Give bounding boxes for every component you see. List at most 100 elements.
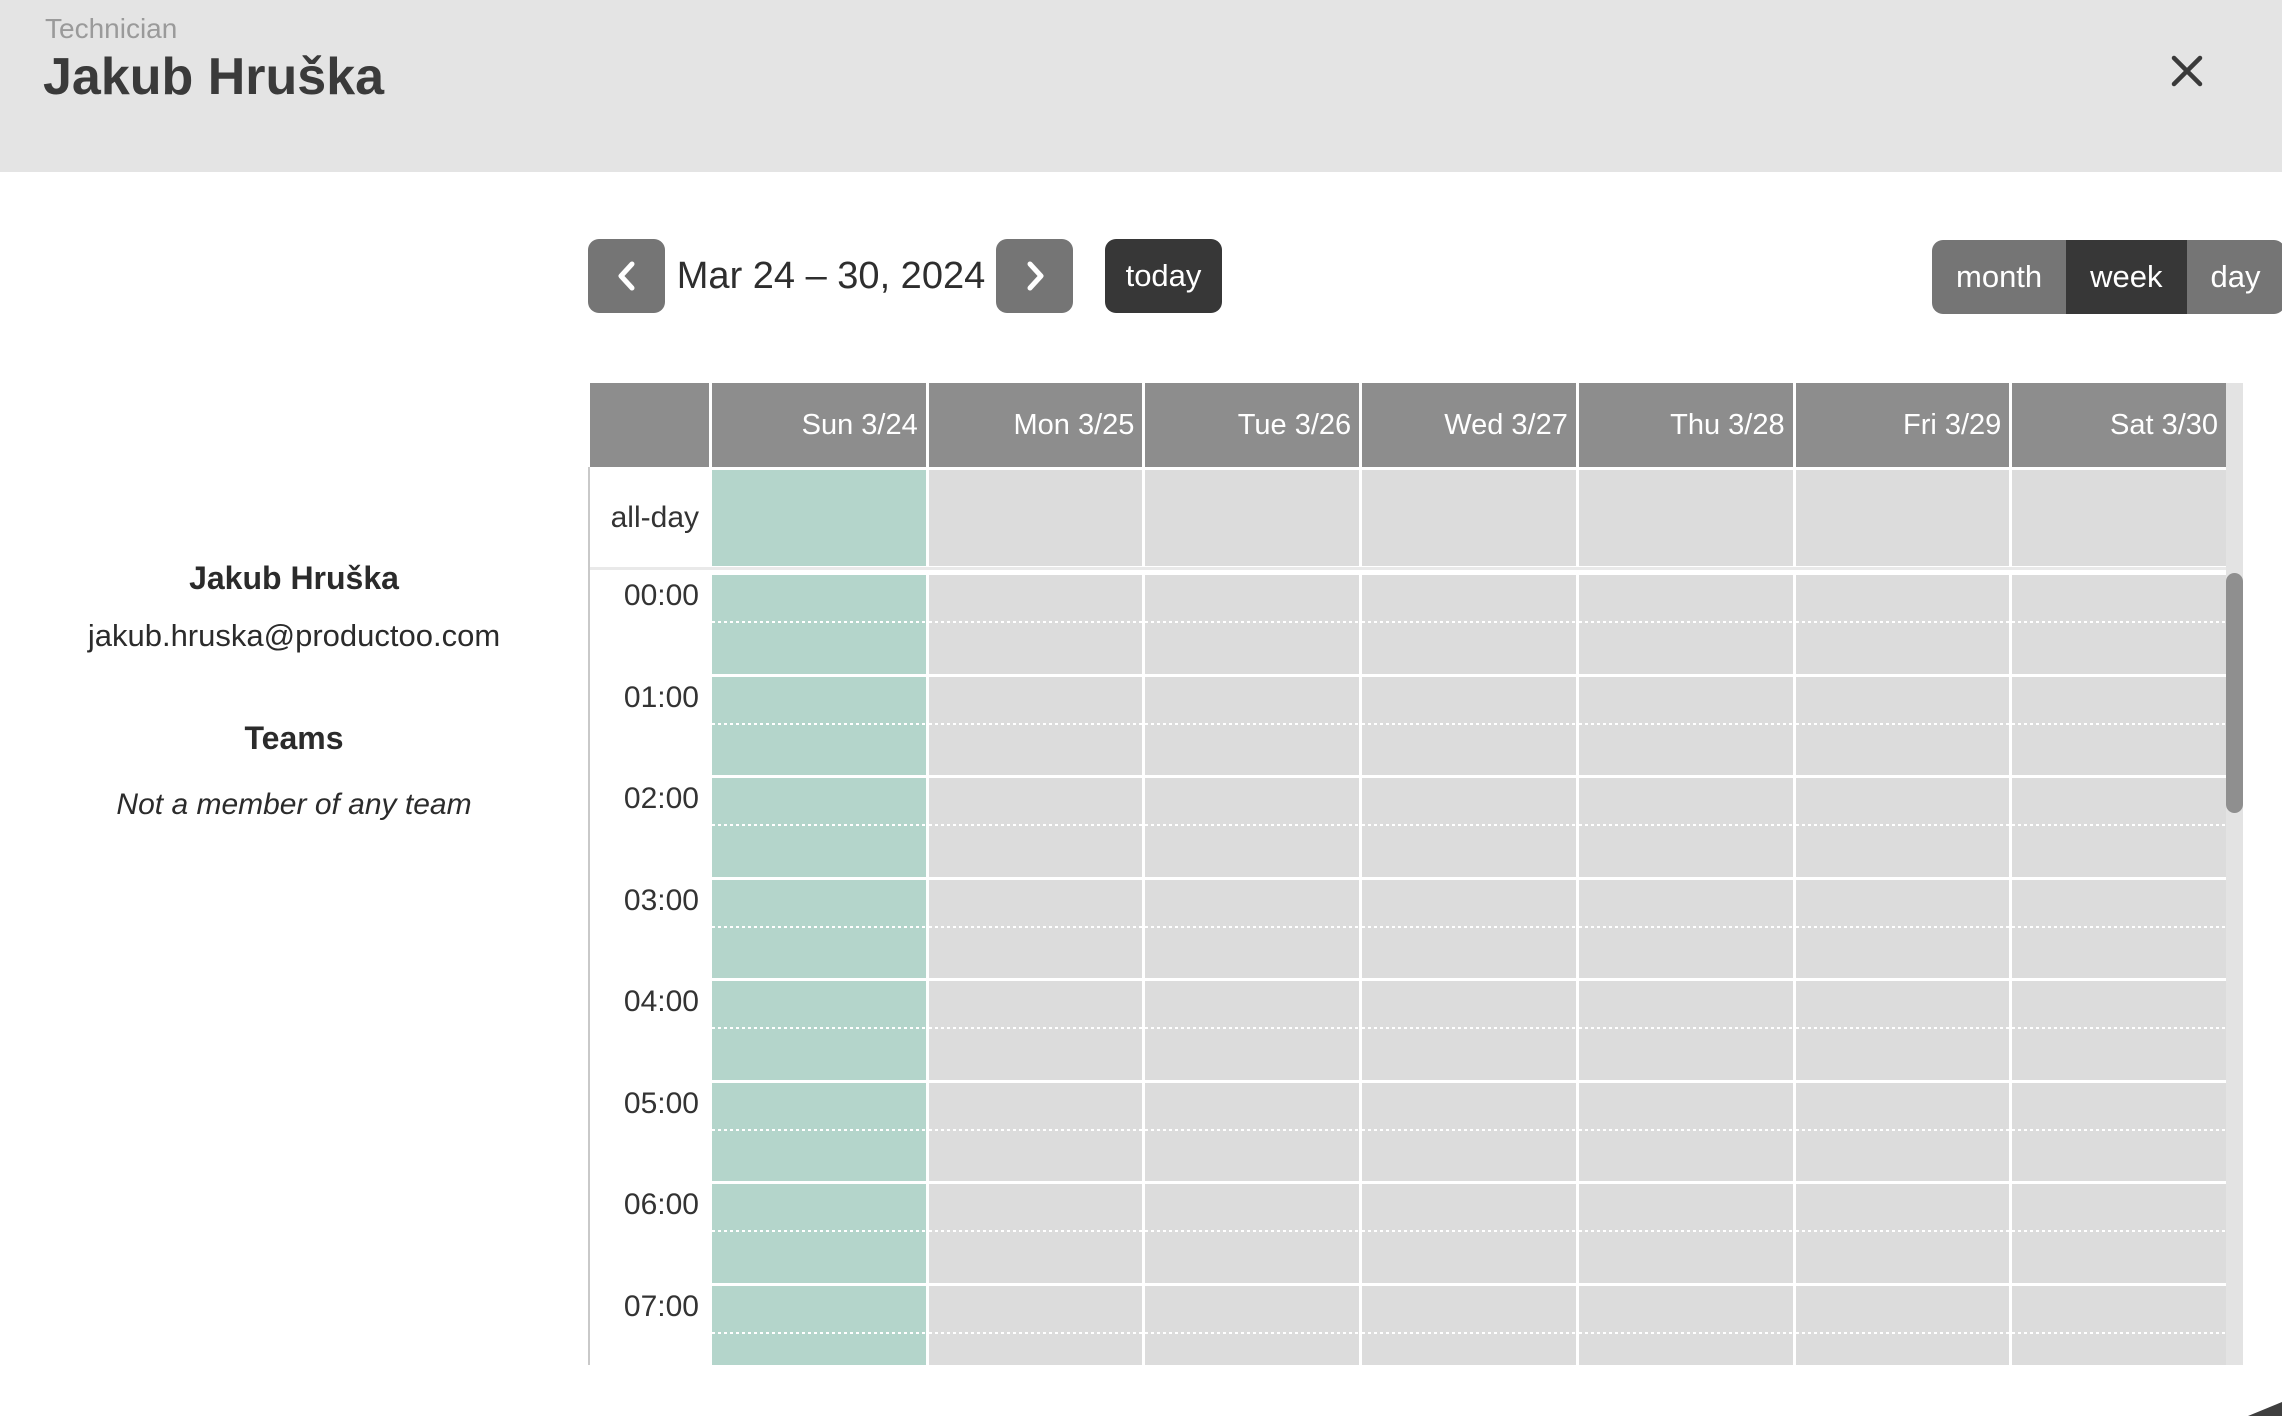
time-slot-cell — [2012, 1082, 2226, 1181]
time-slot-cell — [1578, 1184, 1793, 1283]
time-slot-cell — [2012, 676, 2226, 775]
day-header: Wed 3/27 — [1362, 383, 1576, 467]
time-slot-cell — [1362, 1285, 1576, 1365]
view-month-button[interactable]: month — [1932, 240, 2067, 314]
view-switcher: month week day — [1932, 240, 2282, 314]
time-slot-cell — [928, 1285, 1143, 1365]
time-label: 03:00 — [590, 879, 709, 978]
time-slot-cell — [1795, 1082, 2010, 1181]
all-day-row: all-day — [590, 470, 2227, 566]
time-slot-cell — [712, 1184, 926, 1283]
all-day-cell — [1795, 470, 2010, 566]
time-slot-cell — [1578, 676, 1793, 775]
time-slot-cell — [928, 879, 1143, 978]
chevron-left-icon — [612, 257, 642, 295]
all-day-cell — [2012, 470, 2227, 566]
time-slot-cell — [928, 981, 1143, 1080]
day-header: Sat 3/30 — [2012, 383, 2227, 467]
time-slot-cell — [1362, 1082, 1576, 1181]
time-slot-cell — [1145, 1082, 1360, 1181]
time-slot-cell — [2012, 981, 2226, 1080]
technician-name: Jakub Hruška — [189, 560, 399, 596]
technician-email: jakub.hruska@productoo.com — [87, 618, 501, 653]
day-header: Tue 3/26 — [1145, 383, 1360, 467]
time-slot-cell — [928, 575, 1143, 674]
all-day-cell — [1362, 470, 1576, 566]
time-slot-cell — [712, 778, 926, 877]
time-slot-cell — [2012, 575, 2226, 674]
today-button[interactable]: today — [1105, 239, 1222, 313]
time-slot-cell — [1362, 879, 1576, 978]
time-slot-cell — [928, 676, 1143, 775]
all-day-cell — [712, 470, 926, 566]
next-week-button[interactable] — [996, 239, 1073, 313]
view-week-button[interactable]: week — [2066, 240, 2187, 314]
time-slot-cell — [1578, 879, 1793, 978]
time-slot-cell — [1795, 1285, 2010, 1365]
hour-row: 03:00 — [590, 879, 2226, 978]
time-slot-cell — [1795, 879, 2010, 978]
time-slot-cell — [1795, 1184, 2010, 1283]
time-slot-cell — [1578, 1285, 1793, 1365]
corner-widget-fragment — [2248, 1402, 2282, 1416]
time-slot-cell — [2012, 1184, 2226, 1283]
time-slot-cell — [712, 575, 926, 674]
time-slot-cell — [712, 676, 926, 775]
time-slot-cell — [1362, 981, 1576, 1080]
day-header: Mon 3/25 — [928, 383, 1143, 467]
time-slot-cell — [1145, 1184, 1360, 1283]
time-slot-cell — [1578, 778, 1793, 877]
time-slot-cell — [1362, 676, 1576, 775]
time-slot-cell — [2012, 778, 2226, 877]
time-grid: 00:00 01:00 02:00 03:00 04:00 05:00 06:00 07:00 — [590, 575, 2226, 1365]
time-slot-cell — [928, 1184, 1143, 1283]
close-button[interactable] — [2155, 39, 2219, 103]
time-slot-cell — [1145, 676, 1360, 775]
hour-row: 01:00 — [590, 676, 2226, 775]
banner: Technician Jakub Hruška — [0, 0, 2282, 172]
time-slot-cell — [1362, 1184, 1576, 1283]
time-label: 05:00 — [590, 1082, 709, 1181]
time-slot-cell — [1145, 879, 1360, 978]
date-range-title: Mar 24 – 30, 2024 — [676, 255, 986, 297]
time-slot-cell — [712, 1285, 926, 1365]
teams-empty-state: Not a member of any team — [116, 788, 472, 821]
hour-row: 06:00 — [590, 1184, 2226, 1283]
calendar-left-border — [588, 467, 590, 1365]
time-label: 04:00 — [590, 981, 709, 1080]
calendar-day-header-row: Sun 3/24 Mon 3/25 Tue 3/26 Wed 3/27 Thu 3/28… — [590, 383, 2227, 467]
time-slot-cell — [1578, 1082, 1793, 1181]
vertical-scrollbar-thumb[interactable] — [2226, 573, 2243, 813]
time-slot-cell — [928, 778, 1143, 877]
time-slot-cell — [1795, 778, 2010, 877]
day-header: Thu 3/28 — [1578, 383, 1793, 467]
time-slot-cell — [1795, 981, 2010, 1080]
time-slot-cell — [1795, 575, 2010, 674]
all-day-label: all-day — [590, 470, 709, 566]
prev-week-button[interactable] — [588, 239, 665, 313]
context-label: Technician — [45, 13, 178, 44]
time-slot-cell — [2012, 1285, 2226, 1365]
page-title: Jakub Hruška — [43, 48, 385, 106]
time-slot-cell — [712, 879, 926, 978]
time-label: 06:00 — [590, 1184, 709, 1283]
teams-heading: Teams — [244, 720, 344, 756]
all-day-cell — [1145, 470, 1360, 566]
hour-row: 04:00 — [590, 981, 2226, 1080]
day-header: Fri 3/29 — [1795, 383, 2010, 467]
all-day-divider — [590, 567, 2226, 570]
view-day-button[interactable]: day — [2186, 240, 2282, 314]
time-slot-cell — [1362, 575, 1576, 674]
time-slot-cell — [1145, 1285, 1360, 1365]
axis-header-cell — [590, 383, 709, 467]
hour-row: 02:00 — [590, 778, 2226, 877]
hour-row: 07:00 — [590, 1285, 2226, 1365]
time-slot-cell — [712, 981, 926, 1080]
time-slot-cell — [1145, 981, 1360, 1080]
vertical-scrollbar-track[interactable] — [2226, 383, 2243, 1365]
time-label: 02:00 — [590, 778, 709, 877]
time-slot-cell — [1578, 981, 1793, 1080]
time-slot-cell — [1578, 575, 1793, 674]
hour-row: 05:00 — [590, 1082, 2226, 1181]
